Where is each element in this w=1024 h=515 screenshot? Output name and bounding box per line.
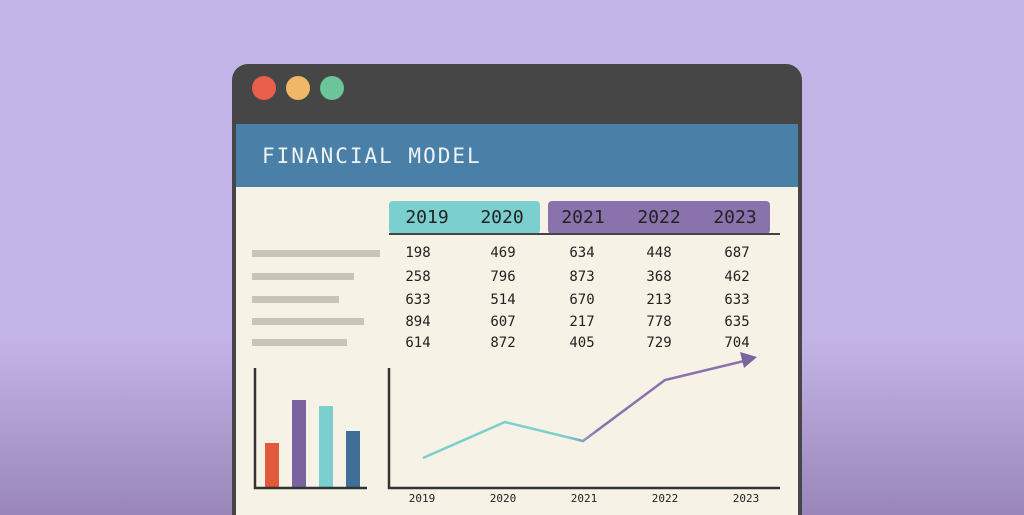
mini-axis <box>253 368 367 490</box>
table-cell: 687 <box>724 245 749 261</box>
header-bar <box>236 124 798 187</box>
row-label <box>252 339 347 346</box>
table-cell: 704 <box>724 335 749 351</box>
mini-line-chart <box>387 352 780 490</box>
trend-line <box>422 359 745 460</box>
mini-bar <box>292 400 306 488</box>
table-cell: 258 <box>405 269 430 285</box>
table-cell: 607 <box>490 314 515 330</box>
mini-bar <box>319 406 333 488</box>
mini-bar-chart <box>253 368 367 490</box>
line-axis <box>387 368 780 490</box>
year-header: 2023 <box>713 207 756 228</box>
x-label: 2021 <box>571 492 598 505</box>
year-header: 2022 <box>637 207 680 228</box>
x-label: 2022 <box>652 492 679 505</box>
table-cell: 778 <box>646 314 671 330</box>
year-header: 2021 <box>561 207 604 228</box>
table-cell: 213 <box>646 292 671 308</box>
row-label <box>252 250 380 257</box>
year-box-actual <box>389 201 540 234</box>
table-cell: 198 <box>405 245 430 261</box>
table-cell: 469 <box>490 245 515 261</box>
table-cell: 614 <box>405 335 430 351</box>
x-label: 2019 <box>409 492 436 505</box>
x-label: 2020 <box>490 492 517 505</box>
table-cell: 405 <box>569 335 594 351</box>
table-cell: 368 <box>646 269 671 285</box>
table-cell: 635 <box>724 314 749 330</box>
close-dot <box>252 76 276 100</box>
table-cell: 462 <box>724 269 749 285</box>
year-header: 2019 <box>405 207 448 228</box>
year-box-forecast <box>548 201 770 234</box>
table-cell: 633 <box>724 292 749 308</box>
table-cell: 634 <box>569 245 594 261</box>
row-label <box>252 318 364 325</box>
table-cell: 729 <box>646 335 671 351</box>
x-label: 2023 <box>733 492 760 505</box>
maximize-dot <box>320 76 344 100</box>
table-cell: 872 <box>490 335 515 351</box>
minimize-dot <box>286 76 310 100</box>
year-header: 2020 <box>480 207 523 228</box>
row-label <box>252 273 354 280</box>
trend-arrow <box>740 352 757 368</box>
table-cell: 894 <box>405 314 430 330</box>
table-cell: 670 <box>569 292 594 308</box>
table-cell: 448 <box>646 245 671 261</box>
table-cell: 796 <box>490 269 515 285</box>
table-cell: 514 <box>490 292 515 308</box>
table-cell: 217 <box>569 314 594 330</box>
table-cell: 633 <box>405 292 430 308</box>
mini-bar <box>265 443 279 488</box>
mini-bar <box>346 431 360 488</box>
table-cell: 873 <box>569 269 594 285</box>
row-label <box>252 296 339 303</box>
title: FINANCIAL MODEL <box>262 144 482 168</box>
row-labels <box>252 250 380 346</box>
